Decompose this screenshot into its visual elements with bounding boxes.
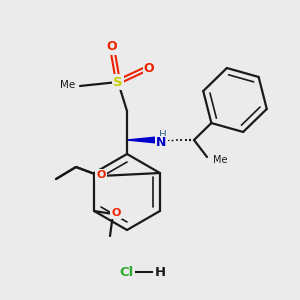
Text: O: O (96, 170, 106, 180)
Text: H: H (159, 130, 167, 140)
Text: O: O (107, 40, 117, 53)
Text: H: H (154, 266, 166, 278)
Polygon shape (127, 136, 162, 143)
Text: Me: Me (213, 155, 227, 165)
Text: O: O (144, 61, 154, 74)
Text: Cl: Cl (120, 266, 134, 278)
Text: O: O (111, 208, 121, 218)
Text: S: S (113, 76, 123, 88)
Text: N: N (156, 136, 166, 149)
Text: Me: Me (60, 80, 75, 90)
